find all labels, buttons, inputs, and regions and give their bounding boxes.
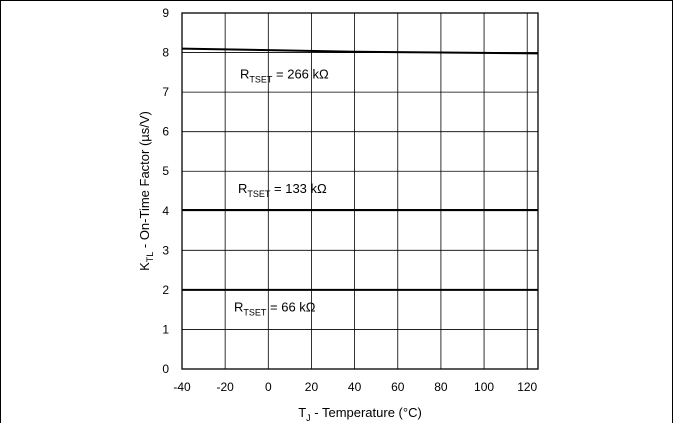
y-tick-label-8: 8 (162, 46, 169, 60)
series-line-0 (181, 47, 539, 55)
x-tick-label-5: 60 (391, 380, 405, 394)
y-axis-label: KTL - On-Time Factor (µs/V) (137, 111, 155, 271)
y-axis-label-main: K (137, 262, 152, 271)
x-tick-labels: -40 -20 0 20 40 60 80 100 120 (173, 380, 537, 394)
plot-area-border (181, 12, 539, 370)
x-tick-label-1: -20 (216, 380, 234, 394)
y-tick-label-3: 3 (162, 243, 169, 257)
x-tick-label-2: 0 (265, 380, 272, 394)
series-label-1-rest: = 133 kΩ (270, 181, 327, 196)
y-tick-label-1: 1 (162, 322, 169, 336)
series-label-0-main: R (240, 66, 249, 81)
x-tick-label-8: 120 (517, 380, 537, 394)
y-axis-label-rest: - On-Time Factor (µs/V) (137, 111, 152, 252)
series-label-2-sub: TSET (243, 308, 267, 318)
x-tick-label-6: 80 (434, 380, 448, 394)
plot-grid (181, 12, 538, 370)
series-label-0-rest: = 266 kΩ (272, 66, 329, 81)
series-label-2-rest: = 66 kΩ (266, 300, 315, 315)
series-label-1-main: R (238, 181, 247, 196)
y-tick-label-7: 7 (162, 85, 169, 99)
y-tick-label-9: 9 (162, 6, 169, 20)
x-axis-label-main: T (298, 405, 306, 420)
series-label-1-sub: TSET (247, 189, 271, 199)
y-tick-label-6: 6 (162, 125, 169, 139)
x-tick-label-0: -40 (173, 380, 191, 394)
y-tick-label-4: 4 (162, 204, 169, 218)
x-tick-label-7: 100 (474, 380, 494, 394)
y-tick-label-2: 2 (162, 283, 169, 297)
y-axis-label-sub: TL (145, 252, 155, 263)
y-tick-label-0: 0 (162, 362, 169, 376)
x-axis-label-sub: J (306, 413, 311, 423)
series-label-1: RTSET = 133 kΩ (238, 181, 327, 199)
x-tick-label-3: 20 (305, 380, 319, 394)
y-tick-labels: 0 1 2 3 4 5 6 7 8 9 (162, 6, 169, 376)
series-label-0: RTSET = 266 kΩ (240, 66, 329, 84)
y-tick-label-5: 5 (162, 164, 169, 178)
x-axis-label: TJ - Temperature (°C) (298, 405, 422, 423)
x-axis-label-rest: - Temperature (°C) (311, 405, 422, 420)
x-tick-label-4: 40 (348, 380, 362, 394)
plot-series (181, 47, 539, 291)
series-label-2: RTSET = 66 kΩ (234, 300, 316, 318)
series-label-2-main: R (234, 300, 243, 315)
series-label-0-sub: TSET (249, 74, 273, 84)
